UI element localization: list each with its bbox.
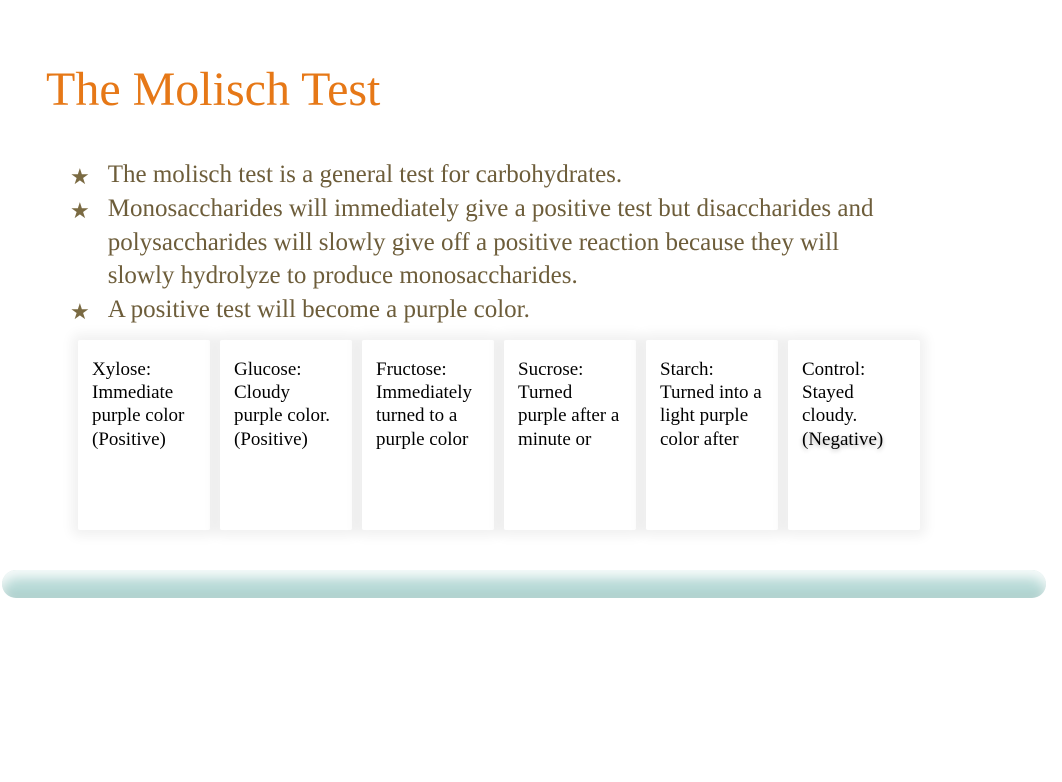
- card-text: Xylose: Immediate purple color (Positive…: [92, 358, 196, 451]
- card-text: Sucrose: Turned purple after a minute or: [518, 358, 622, 451]
- bullet-item: ★ A positive test will become a purple c…: [70, 293, 890, 327]
- result-card-sucrose: Sucrose: Turned purple after a minute or: [504, 340, 636, 530]
- result-card-fructose: Fructose: Immediately turned to a purple…: [362, 340, 494, 530]
- bullet-item: ★ The molisch test is a general test for…: [70, 158, 890, 192]
- bullet-list: ★ The molisch test is a general test for…: [70, 158, 890, 327]
- card-text: Fructose: Immediately turned to a purple…: [376, 358, 480, 451]
- star-icon: ★: [70, 162, 90, 192]
- bullet-text: The molisch test is a general test for c…: [108, 158, 622, 192]
- card-text: Control: Stayed cloudy. (Negative): [802, 358, 906, 451]
- star-icon: ★: [70, 297, 90, 327]
- bottom-decoration-bar: [2, 570, 1046, 598]
- page-title: The Molisch Test: [46, 62, 380, 117]
- result-card-glucose: Glucose: Cloudy purple color. (Positive): [220, 340, 352, 530]
- card-text: Starch: Turned into a light purple color…: [660, 358, 764, 451]
- result-card-xylose: Xylose: Immediate purple color (Positive…: [78, 340, 210, 530]
- bullet-text: Monosaccharides will immediately give a …: [108, 192, 890, 293]
- star-icon: ★: [70, 196, 90, 226]
- bullet-text: A positive test will become a purple col…: [108, 293, 530, 327]
- result-card-control: Control: Stayed cloudy. (Negative): [788, 340, 920, 530]
- result-card-starch: Starch: Turned into a light purple color…: [646, 340, 778, 530]
- card-text-main: Control: Stayed cloudy.: [802, 359, 865, 426]
- card-text: Glucose: Cloudy purple color. (Positive): [234, 358, 338, 451]
- card-text-extra: (Negative): [802, 429, 883, 450]
- bullet-item: ★ Monosaccharides will immediately give …: [70, 192, 890, 293]
- cards-container: Xylose: Immediate purple color (Positive…: [78, 340, 920, 530]
